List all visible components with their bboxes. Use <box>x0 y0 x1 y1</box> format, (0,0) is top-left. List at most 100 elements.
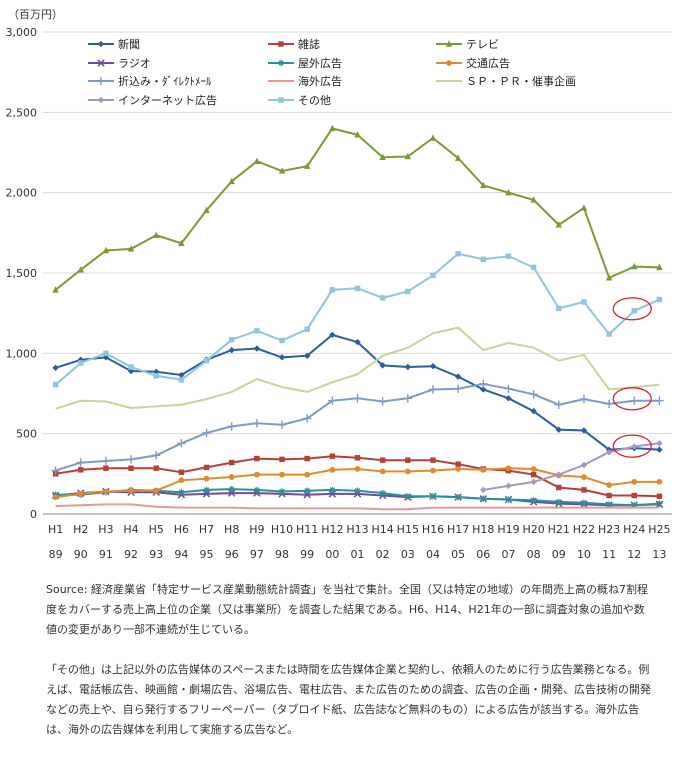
series-9 <box>480 440 663 494</box>
data-point <box>254 328 260 334</box>
data-point <box>178 371 185 379</box>
data-point <box>178 469 185 475</box>
data-point <box>329 466 336 473</box>
data-point <box>52 286 59 293</box>
x-tick-label-year: 95 <box>200 548 214 561</box>
data-point <box>530 407 537 415</box>
data-point <box>530 471 537 478</box>
series-line <box>55 326 660 410</box>
data-point <box>126 455 136 464</box>
data-point <box>228 485 235 493</box>
other-note: 「その他」は上記以外の広告媒体のスペースまたは時間を広告媒体企業と契約し、依頼人… <box>46 663 651 736</box>
x-tick-label: H19 <box>497 523 519 536</box>
data-point <box>403 394 413 403</box>
data-point <box>203 357 210 364</box>
legend-label: 新聞 <box>118 37 140 51</box>
data-point <box>656 296 663 303</box>
data-point <box>404 468 411 475</box>
data-point <box>606 482 612 488</box>
data-point <box>656 478 663 485</box>
data-point <box>605 448 613 456</box>
data-point <box>505 496 512 503</box>
data-point <box>329 124 336 132</box>
data-point <box>177 439 186 448</box>
source-note: Source: 経済産業省「特定サービス産業動態統計調査」を当社で集計。全国（又… <box>46 583 648 636</box>
x-tick-label-year: 13 <box>652 548 666 561</box>
x-tick-label-year: 96 <box>225 548 239 561</box>
legend-item: テレビ <box>436 38 499 51</box>
data-point <box>606 492 612 499</box>
series-line <box>483 442 660 491</box>
x-tick-label-year: 93 <box>149 548 163 561</box>
data-point <box>631 308 637 314</box>
x-tick-label: H20 <box>522 523 544 536</box>
data-point <box>454 154 462 161</box>
data-point <box>555 471 562 478</box>
x-tick-label-year: 99 <box>300 548 314 561</box>
data-point <box>77 266 84 273</box>
data-point <box>78 467 84 473</box>
data-point <box>228 177 235 185</box>
data-point <box>580 204 588 211</box>
data-point <box>455 251 461 257</box>
data-point <box>354 285 361 291</box>
data-point <box>656 446 663 453</box>
y-tick-label: 3,000 <box>6 26 38 39</box>
data-point <box>480 486 487 494</box>
data-point <box>178 489 185 496</box>
x-tick-label: H15 <box>397 523 419 536</box>
x-tick-label: H7 <box>199 523 214 536</box>
legend-item: ラジオ <box>88 57 151 70</box>
data-point <box>379 468 386 475</box>
data-point <box>656 440 663 447</box>
data-point <box>253 345 261 352</box>
data-point <box>102 246 110 254</box>
data-point <box>152 451 161 460</box>
data-point <box>103 350 109 357</box>
data-point <box>279 456 285 463</box>
x-tick-label: H3 <box>98 523 113 536</box>
data-point <box>203 206 210 214</box>
x-tick-label-year: 94 <box>174 548 188 561</box>
data-point <box>505 395 512 402</box>
legend-item: 新聞 <box>88 37 140 51</box>
data-point <box>631 478 638 485</box>
x-tick-label: H12 <box>321 523 343 536</box>
data-point <box>253 486 261 494</box>
data-point <box>404 363 412 371</box>
x-tick-label-year: 03 <box>401 548 415 561</box>
x-tick-label: H4 <box>123 523 138 536</box>
legend-label: インターネット広告 <box>118 94 217 107</box>
data-point <box>505 253 512 259</box>
x-tick-label-year: 05 <box>451 548 465 561</box>
legend-label: その他 <box>298 94 331 107</box>
data-point <box>455 466 462 472</box>
data-point <box>530 196 537 203</box>
x-tick-label-year: 10 <box>577 548 591 561</box>
x-tick-label-year: 01 <box>351 548 365 561</box>
data-point <box>202 428 211 438</box>
x-tick-label-year: 98 <box>275 548 289 561</box>
legend-marker <box>277 59 285 67</box>
data-point <box>329 453 336 459</box>
data-point <box>51 466 60 475</box>
data-point <box>153 373 159 379</box>
x-tick-label: H10 <box>271 523 293 536</box>
legend-item: 屋外広告 <box>268 57 342 70</box>
data-point <box>655 396 664 405</box>
y-tick-label: 2,500 <box>6 106 38 119</box>
data-point <box>279 337 285 344</box>
data-point <box>101 456 111 466</box>
data-point <box>228 474 235 480</box>
x-tick-label: H5 <box>149 523 164 536</box>
data-point <box>555 498 562 506</box>
x-tick-label: H8 <box>224 523 239 536</box>
series-2 <box>52 124 663 293</box>
data-point <box>52 364 59 371</box>
x-tick-label-year: 89 <box>49 548 63 561</box>
x-tick-label-year: 08 <box>527 548 541 561</box>
x-tick-label-year: 04 <box>426 548 440 561</box>
data-point <box>354 466 361 472</box>
y-axis-unit-label: （百万円） <box>8 8 63 21</box>
